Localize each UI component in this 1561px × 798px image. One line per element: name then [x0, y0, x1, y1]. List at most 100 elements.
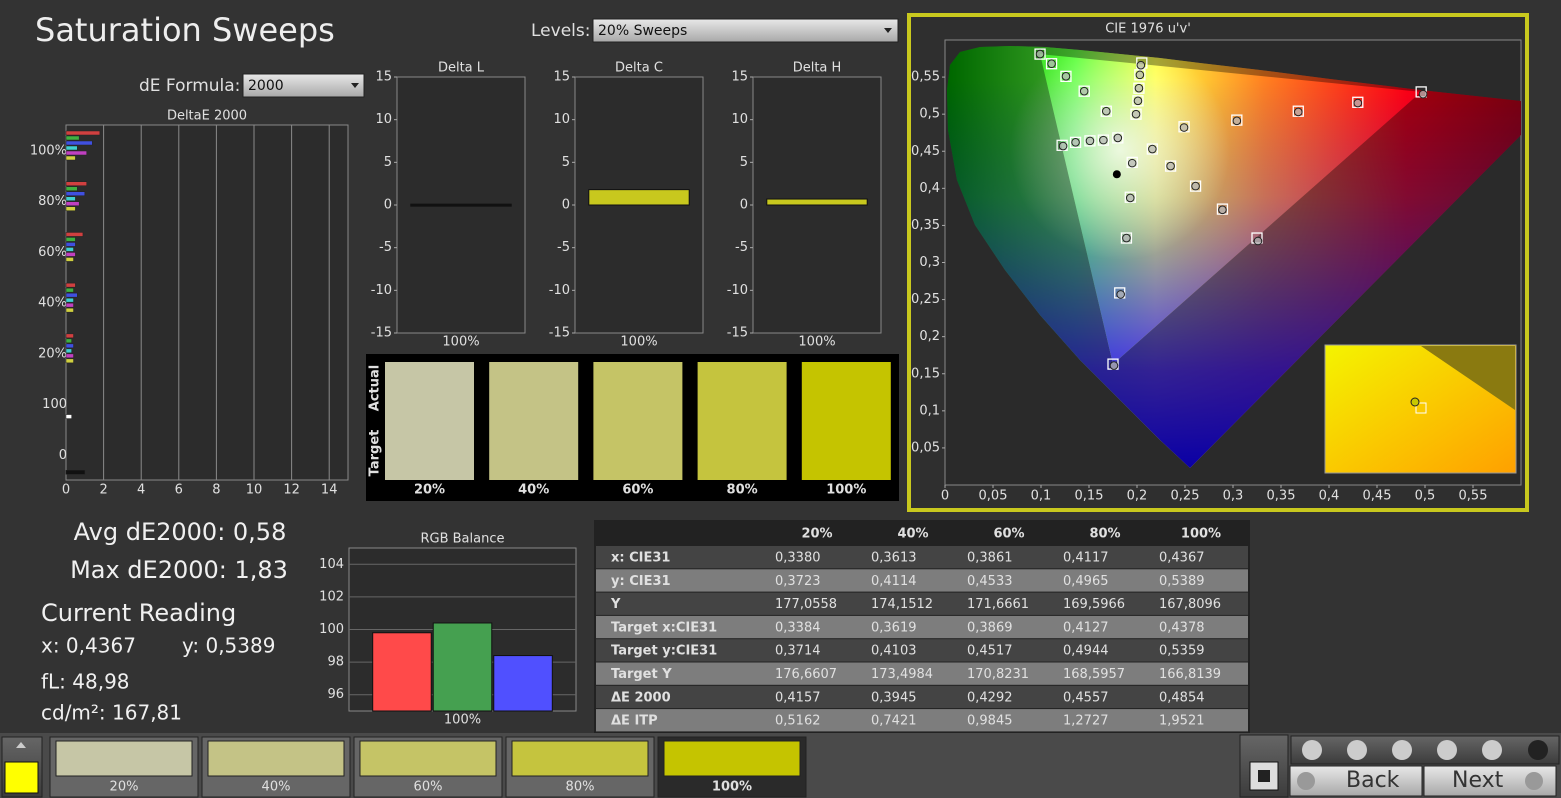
- levels-value: 20% Sweeps: [598, 23, 687, 39]
- target-marker: [1130, 108, 1142, 120]
- target-marker: [1132, 95, 1144, 107]
- cell: 0,4103: [871, 644, 917, 659]
- measured-marker: [1116, 290, 1125, 299]
- cell: 0,9845: [967, 714, 1013, 729]
- bar: [65, 302, 74, 308]
- cell: 173,4984: [871, 667, 933, 682]
- x-tick-label: 0,1: [1031, 489, 1052, 504]
- y-tick-label: 5: [562, 155, 570, 170]
- cell: 0,4965: [1063, 574, 1109, 589]
- bar: [65, 343, 74, 349]
- swatch-label: 20%: [414, 483, 445, 498]
- chart-title: Delta C: [615, 61, 663, 76]
- card-label: 60%: [414, 780, 443, 795]
- bar: [65, 201, 80, 206]
- levels-dropdown[interactable]: [592, 18, 899, 43]
- measured-marker: [1148, 144, 1157, 154]
- bar: [65, 155, 76, 161]
- x-tick-label: 0,05: [979, 489, 1008, 504]
- bar: [65, 196, 76, 201]
- measured-marker: [1125, 193, 1135, 203]
- bar: [588, 189, 690, 206]
- row-label: Target Y: [611, 667, 672, 682]
- cell: 166,8139: [1159, 667, 1221, 682]
- x-tick-label: 0,3: [1223, 489, 1244, 504]
- swatch-label: 100%: [826, 483, 866, 498]
- cell: 0,4854: [1159, 690, 1205, 705]
- measured-marker: [1253, 236, 1263, 246]
- target-marker: [1133, 82, 1145, 94]
- y-tick-label: 0,4: [919, 181, 940, 196]
- y-tick-label: 15: [731, 70, 748, 85]
- ctl-refresh[interactable]: [1482, 740, 1502, 760]
- y-tick-label: -5: [557, 240, 570, 255]
- y-tick-label: 40%: [38, 296, 67, 311]
- x-tick-label: 0: [62, 483, 70, 498]
- table-row: [596, 662, 1248, 685]
- x-tick-label: 100%: [444, 713, 481, 728]
- table-row: [596, 685, 1248, 709]
- back-icon: [1297, 772, 1315, 790]
- measured-marker: [1127, 158, 1137, 168]
- y-tick-label: 15: [375, 70, 392, 85]
- x-tick-label: 0,5: [1415, 489, 1436, 504]
- cell: 0,3380: [775, 551, 821, 566]
- cell: 0,4517: [967, 644, 1013, 659]
- bar: [65, 150, 87, 156]
- y-tick-label: -10: [549, 283, 570, 298]
- swatch-row-label: Target: [368, 430, 383, 477]
- plot-area: [65, 124, 349, 481]
- x-tick-label: 14: [321, 483, 338, 498]
- bar: [65, 181, 87, 186]
- table-row: [596, 592, 1248, 615]
- measured-marker: [1293, 107, 1303, 117]
- swatch-label: 40%: [518, 483, 549, 498]
- target-marker: [1189, 180, 1202, 192]
- y-tick-label: 0,1: [919, 403, 940, 418]
- bar: [65, 145, 78, 151]
- cell: 1,9521: [1159, 714, 1205, 729]
- cell: 0,4114: [871, 574, 917, 589]
- ctl-stop[interactable]: [1302, 740, 1322, 760]
- y-tick-label: 80%: [38, 194, 67, 209]
- back-label: Back: [1346, 768, 1400, 793]
- stop-square: [1258, 770, 1270, 782]
- formula-dropdown[interactable]: [242, 73, 365, 98]
- bar: [65, 237, 76, 242]
- x-tick-label: 0: [941, 489, 949, 504]
- ctl-loop[interactable]: [1437, 740, 1457, 760]
- cie-diagram: [947, 46, 1521, 468]
- bar: [65, 130, 101, 136]
- avg-de: Avg dE2000: 0,58: [74, 518, 287, 546]
- y-tick-label: 0,5: [919, 107, 940, 122]
- x-tick-label: 100%: [798, 335, 835, 350]
- ctl-step[interactable]: [1392, 740, 1412, 760]
- bar: [65, 353, 74, 359]
- table-row: [596, 709, 1248, 732]
- inset-point: [1410, 397, 1420, 407]
- ctl-play[interactable]: [1347, 740, 1367, 760]
- y-tick-label: 0,25: [911, 292, 940, 307]
- row-label: Y: [610, 597, 621, 612]
- swatch: [385, 362, 474, 480]
- inset-shade: [1421, 346, 1515, 410]
- cell: 0,4157: [775, 690, 821, 705]
- measured-marker: [1166, 161, 1175, 171]
- cell: 169,5966: [1063, 597, 1125, 612]
- table-row: [596, 639, 1248, 662]
- dropdown-arrow: [884, 28, 892, 33]
- x-tick-label: 0,35: [1267, 489, 1296, 504]
- back-button[interactable]: [1289, 765, 1423, 797]
- y-tick-label: 100: [319, 622, 344, 637]
- bar: [372, 632, 432, 712]
- x-tick-label: 0,4: [1319, 489, 1340, 504]
- card-swatch: [511, 740, 649, 777]
- cell: 168,5957: [1063, 667, 1125, 682]
- target-marker: [1112, 132, 1124, 144]
- column-header: 40%: [897, 527, 928, 542]
- x-tick-label: 100%: [620, 335, 657, 350]
- target-marker: [1146, 143, 1159, 155]
- row-label: ΔE 2000: [611, 690, 671, 705]
- x-tick-label: 0,15: [1075, 489, 1104, 504]
- target-marker: [1034, 48, 1046, 60]
